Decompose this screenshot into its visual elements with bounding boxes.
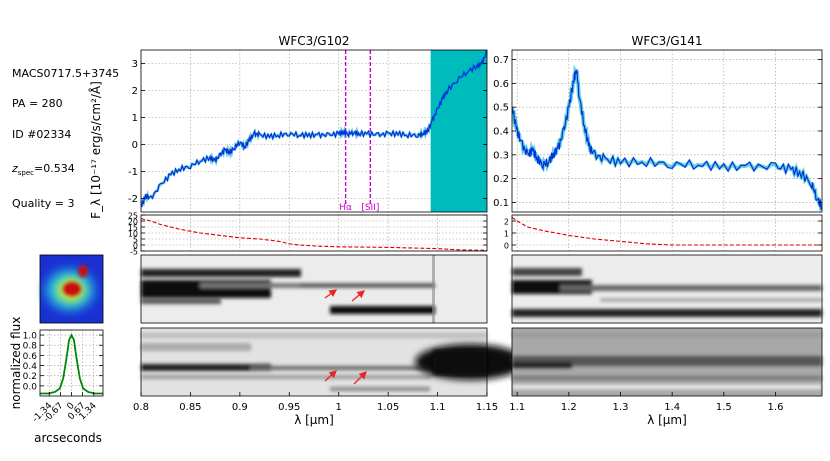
prof-ytick-3: 0.6 bbox=[23, 352, 38, 362]
g102-axes-frame bbox=[140, 49, 488, 213]
g141-spectrum-panel: WFC3/G141 0.1 0.2 0.3 0.4 0.5 0.6 0.7 bbox=[493, 34, 823, 213]
g102-xtick-2: 0.9 bbox=[232, 402, 248, 413]
g141-ytick-0: 0.1 bbox=[493, 198, 509, 209]
g102-2d-model bbox=[140, 254, 488, 324]
g102-spectrum-panel: WFC3/G102 Hα [SII] -2 -1 0 1 2 3 bbox=[128, 34, 488, 213]
prof-ytick-1: 0.2 bbox=[23, 372, 37, 382]
g102-ytick-3: 1 bbox=[132, 113, 138, 124]
g102-xtick-4: 1 bbox=[336, 402, 342, 413]
c102-ytick-2: 5 bbox=[133, 236, 138, 245]
g102-xtick-0: 0.8 bbox=[133, 402, 149, 413]
g141-ytick-3: 0.4 bbox=[493, 127, 509, 138]
g141-xtick-3: 1.4 bbox=[664, 402, 680, 413]
g102-title: WFC3/G102 bbox=[278, 34, 349, 48]
g102-ytick-0: -2 bbox=[128, 194, 138, 205]
prof-ytick-2: 0.4 bbox=[23, 362, 38, 372]
c102-ytick-4: 15 bbox=[128, 224, 138, 233]
g102-obs-arrow-sii bbox=[353, 371, 367, 385]
g102-xtick-5: 1.05 bbox=[377, 402, 399, 413]
g102-marker-label-0: Hα bbox=[339, 203, 352, 213]
g141-ytick-4: 0.5 bbox=[493, 103, 509, 114]
c141-ytick-1: 1 bbox=[504, 230, 509, 239]
g141-contam-panel: 0 1 2 bbox=[504, 214, 823, 252]
c141-ytick-2: 2 bbox=[504, 218, 509, 227]
g141-xtick-0: 1.1 bbox=[509, 402, 525, 413]
g102-obs-arrow-ha bbox=[324, 370, 337, 382]
g141-contam-line bbox=[512, 216, 822, 246]
redshift-z: z bbox=[11, 162, 18, 175]
g102-ytick-5: 3 bbox=[132, 59, 138, 70]
g102-ytick-2: 0 bbox=[132, 140, 138, 151]
g141-ytick-1: 0.2 bbox=[493, 174, 509, 185]
g102-marker-label-1: [SII] bbox=[361, 203, 379, 213]
profile-line bbox=[40, 333, 103, 395]
g102-ytick-4: 2 bbox=[132, 86, 138, 97]
g102-xtick-7: 1.15 bbox=[476, 402, 498, 413]
c102-ytick-5: 20 bbox=[128, 218, 138, 227]
spatial-profile-panel: 0.00.20.40.60.81.0 -1.34-0.67 00.671.34 a… bbox=[9, 317, 104, 445]
g102-xtick-6: 1.1 bbox=[430, 402, 446, 413]
c102-ytick-6: 25 bbox=[128, 212, 138, 221]
c141-ytick-0: 0 bbox=[504, 242, 509, 251]
quality-flag: Quality = 3 bbox=[12, 197, 75, 210]
profile-xlabel: arcseconds bbox=[34, 431, 102, 445]
prof-ytick-5: 1.0 bbox=[23, 332, 38, 342]
g141-xtick-2: 1.3 bbox=[613, 402, 629, 413]
g102-contam-line bbox=[141, 218, 487, 251]
object-id: ID #02334 bbox=[12, 128, 71, 141]
g102-2d-observed bbox=[140, 327, 525, 397]
profile-ylabel: normalized flux bbox=[9, 317, 23, 410]
object-name: MACS0717.5+3745 bbox=[12, 67, 119, 80]
position-angle: PA = 280 bbox=[12, 97, 63, 110]
c102-ytick-0: -5 bbox=[130, 248, 138, 257]
g102-flux-line bbox=[141, 50, 487, 208]
g141-ytick-5: 0.6 bbox=[493, 79, 509, 90]
g141-ytick-6: 0.7 bbox=[493, 55, 509, 66]
redshift-label: zspec=0.534 bbox=[11, 162, 75, 177]
g102-arrow-sii bbox=[351, 290, 365, 302]
redshift-value: =0.534 bbox=[34, 162, 75, 175]
g141-xtick-4: 1.5 bbox=[716, 402, 732, 413]
g141-xtick-5: 1.6 bbox=[768, 402, 784, 413]
g102-xtick-3: 0.95 bbox=[278, 402, 300, 413]
flux-axis-label: F_λ [10⁻¹⁷ erg/s/cm²/Å] bbox=[88, 81, 103, 219]
g141-flux-line bbox=[512, 69, 822, 210]
prof-xtick-2: 0 bbox=[65, 401, 76, 412]
g102-arrow-ha bbox=[324, 289, 338, 299]
g141-2d-model bbox=[511, 254, 823, 324]
g141-xtick-1: 1.2 bbox=[561, 402, 577, 413]
g141-title: WFC3/G141 bbox=[631, 34, 702, 48]
direct-image-thumbnail bbox=[39, 254, 104, 324]
prof-ytick-4: 0.8 bbox=[23, 342, 38, 352]
g102-xtick-1: 0.85 bbox=[179, 402, 201, 413]
g102-ytick-1: -1 bbox=[128, 167, 138, 178]
g141-2d-observed bbox=[511, 327, 823, 397]
c102-ytick-1: 0 bbox=[133, 242, 138, 251]
c102-ytick-3: 10 bbox=[128, 230, 138, 239]
g141-xlabel: λ [μm] bbox=[647, 413, 687, 427]
redshift-sub: spec bbox=[18, 169, 34, 177]
g141-ytick-2: 0.3 bbox=[493, 150, 509, 161]
g102-shaded-band bbox=[430, 50, 487, 212]
g102-xlabel: λ [μm] bbox=[294, 413, 334, 427]
prof-ytick-0: 0.0 bbox=[23, 382, 38, 392]
